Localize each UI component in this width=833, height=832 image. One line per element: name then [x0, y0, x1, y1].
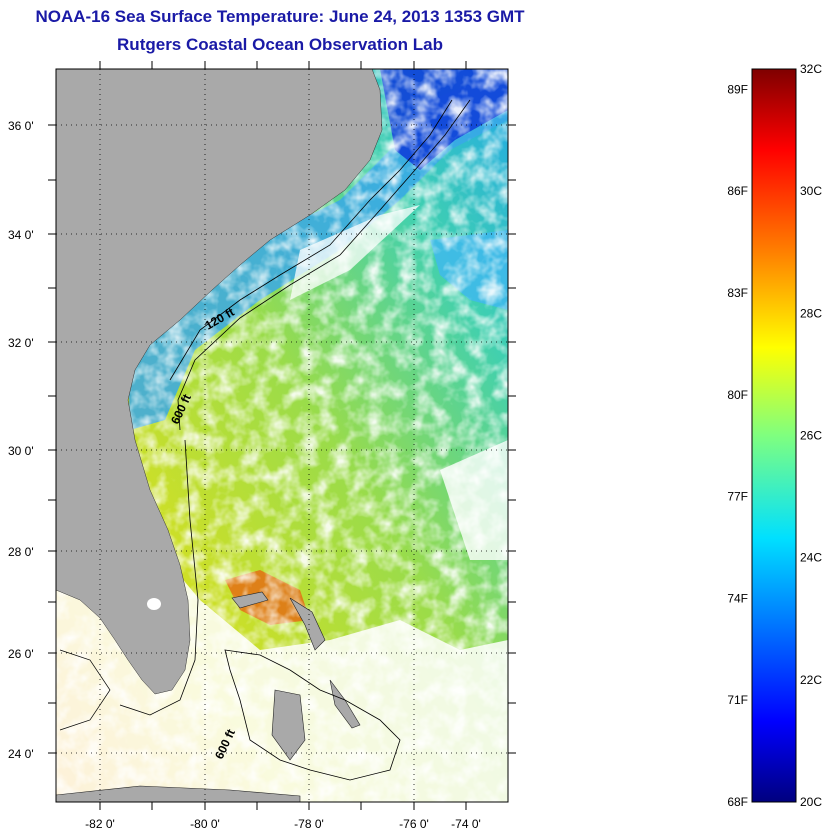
colorbar-fahrenheit-label: 74F — [727, 591, 748, 605]
lat-label-34: 34 0' — [8, 228, 34, 242]
colorbar-celsius-label: 20C — [800, 795, 822, 809]
colorbar-fahrenheit-label: 80F — [727, 388, 748, 402]
colorbar-celsius-label: 30C — [800, 184, 822, 198]
lon-label-74: -74 0' — [451, 817, 481, 831]
bahamas-grand-bahama — [231, 591, 269, 609]
lat-label-36: 36 0' — [8, 119, 34, 133]
contour-120ft — [169, 99, 453, 381]
lat-ticks — [48, 124, 516, 754]
colorbar-fahrenheit-label: 83F — [727, 286, 748, 300]
colorbar-fahrenheit-label: 89F — [727, 82, 748, 96]
land-us-southeast — [56, 69, 383, 695]
map-subtitle: Rutgers Coastal Ocean Observation Lab — [117, 35, 443, 54]
colorbar-fahrenheit-label: 77F — [727, 490, 748, 504]
contour-600ft — [177, 99, 471, 431]
lat-label-24: 24 0' — [8, 747, 34, 761]
lat-label-32: 32 0' — [8, 336, 34, 350]
colorbar-celsius-label: 32C — [800, 62, 822, 76]
cuba-coast — [56, 785, 301, 802]
cloud-mass-east — [440, 440, 508, 560]
bahamas-andros — [271, 689, 306, 761]
map-title: NOAA-16 Sea Surface Temperature: June 24… — [35, 7, 525, 26]
contour-keys — [59, 649, 111, 731]
lon-ticks — [99, 61, 467, 810]
colorbar-celsius-label: 24C — [800, 551, 822, 565]
lon-label-78: -78 0' — [294, 817, 324, 831]
lat-label-26: 26 0' — [8, 647, 34, 661]
bahamas-abaco — [289, 597, 326, 651]
contour-florida-shelf — [119, 439, 199, 716]
lat-label-28: 28 0' — [8, 545, 34, 559]
graticule — [56, 69, 508, 802]
lon-label-76: -76 0' — [399, 817, 429, 831]
colorbar-celsius-label: 28C — [800, 306, 822, 320]
colorbar-gradient — [751, 68, 797, 803]
colorbar-celsius-label: 26C — [800, 429, 822, 443]
lon-label-82: -82 0' — [85, 817, 115, 831]
colorbar-fahrenheit-label: 86F — [727, 184, 748, 198]
map-frame — [55, 68, 509, 803]
lon-label-80: -80 0' — [190, 817, 220, 831]
colorbar-fahrenheit-label: 68F — [727, 795, 748, 809]
contour-bahamas-bank — [224, 649, 401, 781]
lat-label-30: 30 0' — [8, 444, 34, 458]
bahamas-eleuthera — [329, 679, 361, 729]
colorbar-fahrenheit-label: 71F — [727, 693, 748, 707]
lake-okeechobee — [147, 598, 161, 610]
colorbar-celsius-label: 22C — [800, 673, 822, 687]
cloud-mass-north — [290, 205, 420, 300]
